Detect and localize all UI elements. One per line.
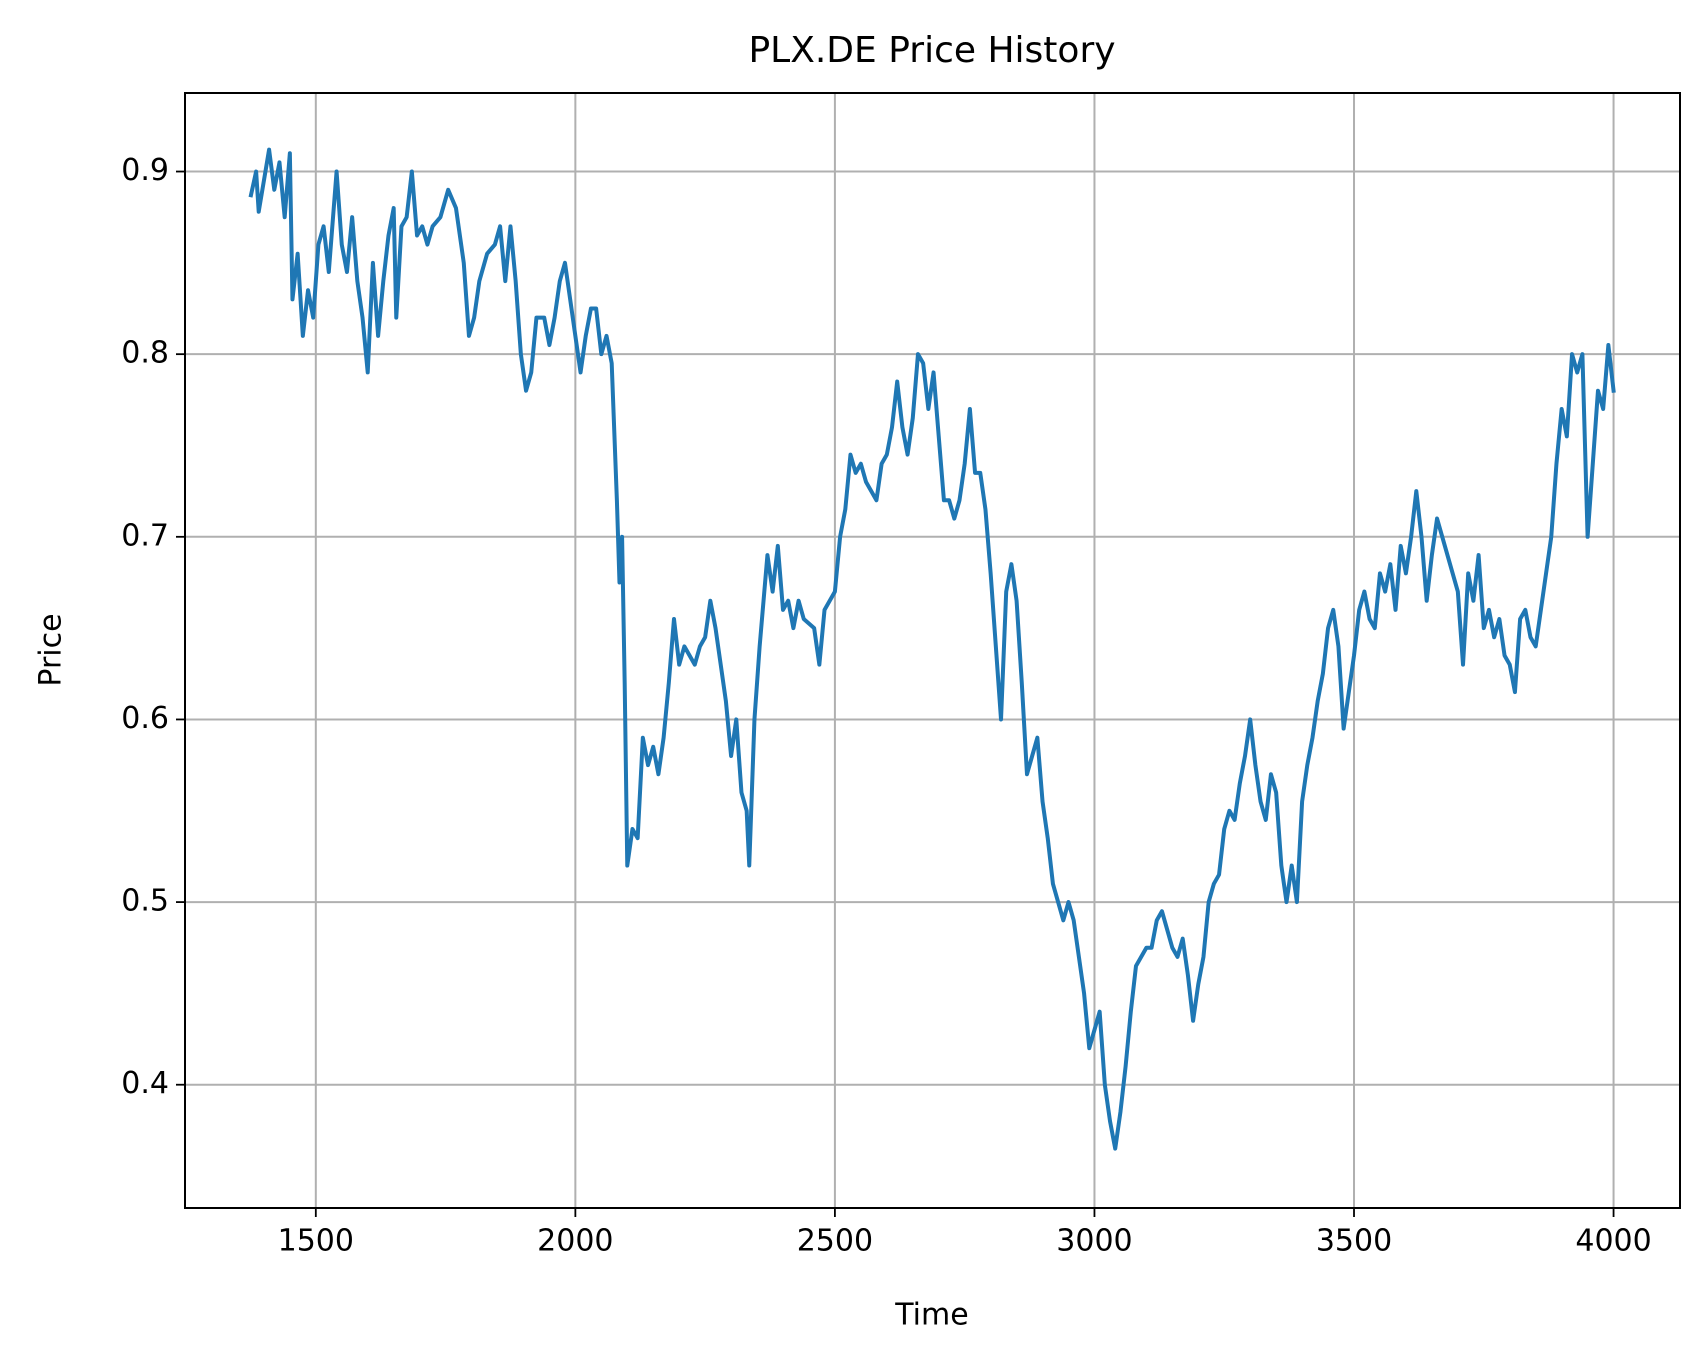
- plot-frame: [184, 92, 1681, 1209]
- y-tick-label: 0.6: [121, 701, 169, 736]
- y-tick-label: 0.5: [121, 884, 169, 919]
- x-axis-label: Time: [894, 1298, 968, 1333]
- x-tick-label: 3500: [1316, 1224, 1392, 1259]
- x-tick-label: 3000: [1056, 1224, 1132, 1259]
- x-tick-label: 1500: [278, 1224, 354, 1259]
- chart-title: PLX.DE Price History: [748, 30, 1115, 71]
- x-tick-label: 4000: [1575, 1224, 1651, 1259]
- y-tick-label: 0.8: [121, 336, 169, 371]
- x-tick-label: 2000: [537, 1224, 613, 1259]
- y-tick-label: 0.7: [121, 518, 169, 553]
- y-axis-label: Price: [34, 613, 69, 686]
- y-tick-label: 0.4: [121, 1066, 169, 1101]
- y-tick-label: 0.9: [121, 153, 169, 188]
- price-line: [248, 147, 1616, 1151]
- x-tick-label: 2500: [797, 1224, 873, 1259]
